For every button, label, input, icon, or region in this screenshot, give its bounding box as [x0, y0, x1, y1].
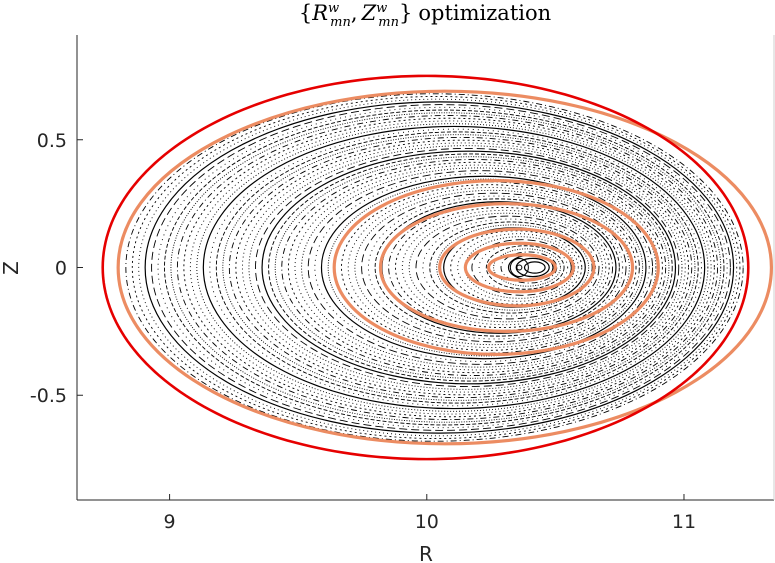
y-axis-label: Z [0, 261, 23, 275]
poincare-curve [151, 104, 731, 431]
optimized-surface [486, 253, 557, 282]
poincare-curve [294, 164, 660, 371]
target-boundary [101, 74, 750, 461]
poincare-curve [274, 156, 670, 379]
poincare-curve [131, 96, 741, 439]
poincare-curve [268, 153, 673, 382]
poincare-curve [307, 170, 654, 365]
poincare-curve [144, 101, 735, 434]
poincare-curve [164, 109, 725, 426]
poincare-curve [415, 215, 600, 320]
poincare-curve [395, 207, 610, 328]
poincare-curve [354, 189, 630, 346]
poincare-curve [196, 123, 709, 412]
poincare-curve [176, 115, 718, 420]
poincare-curve [429, 221, 593, 314]
x-tick-label: 9 [164, 511, 176, 533]
axis-ticks: 9 10 11 0.5 0 -0.5 [30, 130, 696, 533]
magnetic-axis-marker [516, 264, 523, 271]
poincare-curve [523, 261, 546, 274]
y-tick-label: 0.5 [37, 130, 67, 152]
poincare-curve [235, 139, 689, 396]
poincare-curve [241, 142, 686, 393]
poincare-curve [255, 147, 680, 388]
poincare-curve [320, 175, 647, 360]
poincare-curve [125, 93, 744, 442]
poincare-curve [189, 120, 712, 415]
poincare-curve [228, 136, 693, 399]
poincare-curve [367, 195, 624, 340]
x-axis-label: R [419, 542, 433, 563]
y-tick-label: 0 [55, 258, 67, 280]
y-tick-label: -0.5 [30, 385, 67, 407]
poincare-curve [515, 257, 550, 278]
optimized-surfaces [116, 89, 774, 446]
poincare-curve [347, 187, 634, 348]
poincare-curve [457, 233, 579, 302]
poincare-sections [125, 93, 744, 442]
poincare-curve [401, 209, 607, 326]
poincare-curve [361, 192, 627, 343]
poincare-curve [138, 98, 738, 437]
poincare-curve [222, 134, 696, 401]
plot-area [101, 74, 774, 461]
chart-title: {Rw mn, Zw mn} optimization [299, 1, 551, 30]
poincare-curve [436, 224, 590, 311]
x-tick-label: 10 [415, 511, 439, 533]
optimized-surface [438, 227, 596, 308]
poincare-curve [374, 198, 620, 337]
poincare-curve [202, 125, 706, 410]
poincare-curve [314, 173, 650, 362]
optimized-surface [463, 241, 575, 294]
poincare-curve [261, 150, 677, 385]
poincare-curve [422, 218, 597, 317]
magnetic-axis-ring [509, 258, 529, 277]
poincare-curve [183, 117, 715, 418]
poincare-curve [493, 248, 561, 287]
poincare-curve [301, 167, 657, 368]
optimized-surface [332, 179, 660, 356]
optimized-surface [378, 202, 635, 333]
poincare-curve [341, 184, 637, 351]
poincare-curve [471, 239, 572, 296]
poincare-curve [485, 245, 565, 290]
poincare-curve [215, 131, 699, 404]
poincare-curve [209, 128, 702, 407]
x-tick-label: 11 [672, 511, 696, 533]
poincare-curve [408, 212, 603, 323]
poincare-curve [248, 145, 683, 390]
optimized-surface [116, 89, 774, 446]
poincare-curve [287, 161, 663, 374]
poincare-curve [170, 112, 722, 423]
boundary-curves [101, 74, 750, 461]
poincare-curve [327, 178, 644, 357]
poincare-curve [157, 106, 728, 429]
poincare-curve [281, 159, 667, 376]
